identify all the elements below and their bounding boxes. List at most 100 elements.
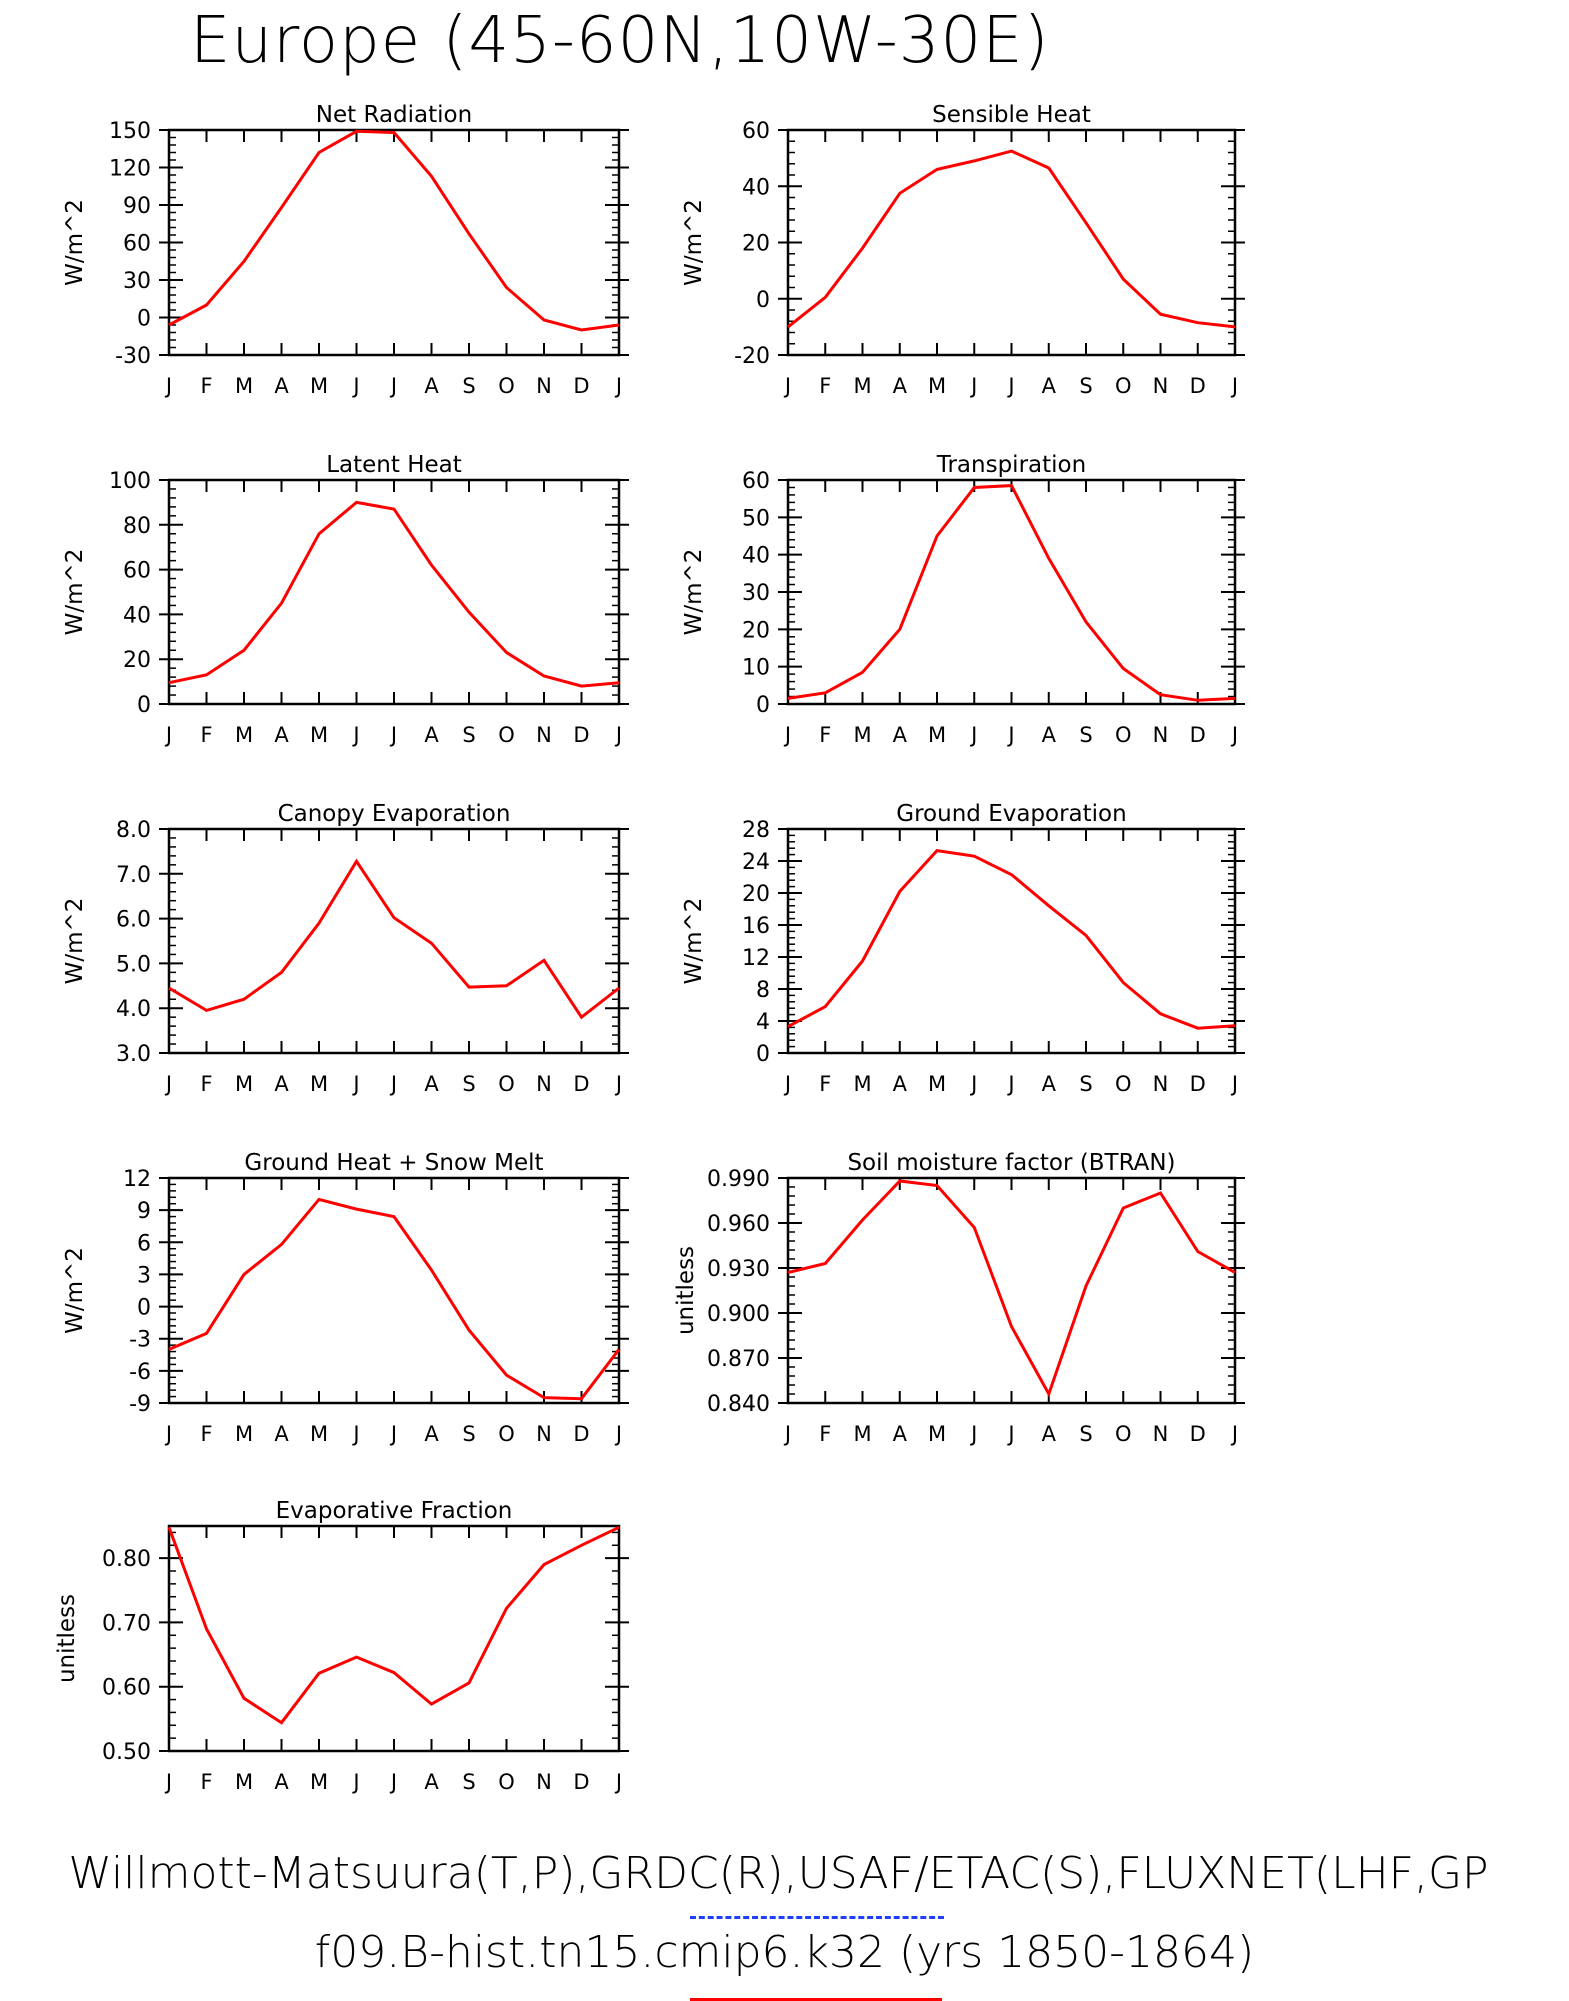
x-tick-label: F [819,723,831,747]
x-tick-label: N [536,1422,552,1446]
x-tick-label: M [235,1072,253,1096]
x-tick-label: M [310,723,328,747]
y-axis-label: W/m^2 [62,199,88,286]
x-tick-label: O [1115,1422,1132,1446]
y-tick-label: 8 [756,978,770,1003]
y-tick-label: 120 [109,157,151,182]
y-axis-label: W/m^2 [62,1247,88,1334]
x-tick-label: A [1042,1422,1057,1446]
x-tick-label: F [200,1422,212,1446]
x-tick-label: J [351,723,359,747]
x-tick-label: M [310,374,328,398]
y-tick-label: 6.0 [116,908,151,933]
x-tick-label: M [853,374,871,398]
y-tick-label: 60 [123,232,151,257]
panel-title: Ground Evaporation [896,801,1126,827]
x-tick-label: M [310,1072,328,1096]
x-tick-label: A [424,1072,439,1096]
legend-observations-dash [690,1916,944,1919]
y-tick-label: 0 [137,307,151,332]
x-tick-label: O [1115,374,1132,398]
x-tick-label: N [1153,1422,1169,1446]
x-tick-label: D [1190,1072,1206,1096]
x-tick-label: J [164,1422,172,1446]
x-tick-label: J [783,1422,791,1446]
x-tick-label: D [573,723,589,747]
x-tick-label: J [1230,1072,1238,1096]
y-tick-label: 20 [742,882,770,907]
y-tick-label: 12 [742,946,770,971]
x-tick-label: A [274,374,289,398]
x-tick-label: D [1190,374,1206,398]
x-tick-label: M [310,1422,328,1446]
x-tick-label: J [351,1422,359,1446]
plot-frame [786,1176,1237,1405]
x-tick-label: J [969,1072,977,1096]
y-tick-label: 0.990 [707,1167,770,1192]
x-tick-label: N [536,374,552,398]
x-tick-label: S [1079,1072,1092,1096]
y-tick-label: 0 [756,693,770,718]
x-tick-label: S [462,374,475,398]
x-tick-label: S [462,1422,475,1446]
x-tick-label: N [536,1770,552,1794]
series-line [168,1197,621,1401]
x-tick-label: M [928,1422,946,1446]
x-tick-label: F [819,374,831,398]
x-tick-label: A [274,1072,289,1096]
x-tick-label: A [893,1422,908,1446]
y-axis-label: unitless [54,1594,80,1683]
y-tick-label: 7.0 [116,863,151,888]
panel-title: Soil moisture factor (BTRAN) [847,1150,1175,1176]
y-tick-label: 3 [137,1263,151,1288]
y-axis-label: unitless [673,1246,699,1335]
x-tick-label: J [614,1770,622,1794]
x-tick-label: M [853,1422,871,1446]
y-axis-label: W/m^2 [681,549,707,636]
y-tick-label: 30 [742,581,770,606]
x-tick-label: J [164,723,172,747]
y-tick-label: 0.930 [707,1257,770,1282]
plot-frame [786,827,1237,1055]
x-tick-label: J [783,374,791,398]
series-line [787,848,1236,1030]
x-tick-label: M [928,723,946,747]
x-tick-label: N [536,723,552,747]
y-tick-label: 0.840 [707,1392,770,1417]
x-tick-label: A [424,723,439,747]
y-tick-label: 0 [756,1042,770,1067]
y-tick-label: 30 [123,269,151,294]
x-tick-label: N [536,1072,552,1096]
y-tick-label: 0.960 [707,1212,770,1237]
plot-frame [786,128,1237,357]
x-tick-label: J [164,1072,172,1096]
legend-observations-label: Willmott-Matsuura(T,P),GRDC(R),USAF/ETAC… [68,1848,1489,1899]
x-tick-label: J [1006,1422,1014,1446]
x-tick-label: A [1042,374,1057,398]
x-tick-label: S [462,1770,475,1794]
series-line [168,129,620,332]
x-tick-label: A [424,1422,439,1446]
x-tick-label: J [1006,1072,1014,1096]
y-tick-label: 4.0 [116,997,151,1022]
y-tick-label: 0.870 [707,1347,770,1372]
x-tick-label: A [424,1770,439,1794]
x-tick-label: J [389,1072,397,1096]
x-tick-label: J [1230,1422,1238,1446]
x-tick-label: J [389,1422,397,1446]
x-tick-label: J [614,374,622,398]
y-tick-label: 60 [742,119,770,144]
y-tick-label: -30 [115,344,151,369]
x-tick-label: M [853,723,871,747]
x-tick-label: F [200,374,212,398]
legend-model-label: f09.B-hist.tn15.cmip6.k32 (yrs 1850-1864… [314,1927,1255,1978]
x-tick-label: S [462,1072,475,1096]
x-tick-label: J [164,374,172,398]
y-tick-label: -6 [129,1360,151,1385]
x-tick-label: O [498,1072,515,1096]
x-tick-label: S [1079,1422,1092,1446]
y-axis-label: W/m^2 [681,898,707,985]
panel-title: Sensible Heat [932,102,1091,128]
y-tick-label: 40 [742,544,770,569]
x-tick-label: A [1042,723,1057,747]
